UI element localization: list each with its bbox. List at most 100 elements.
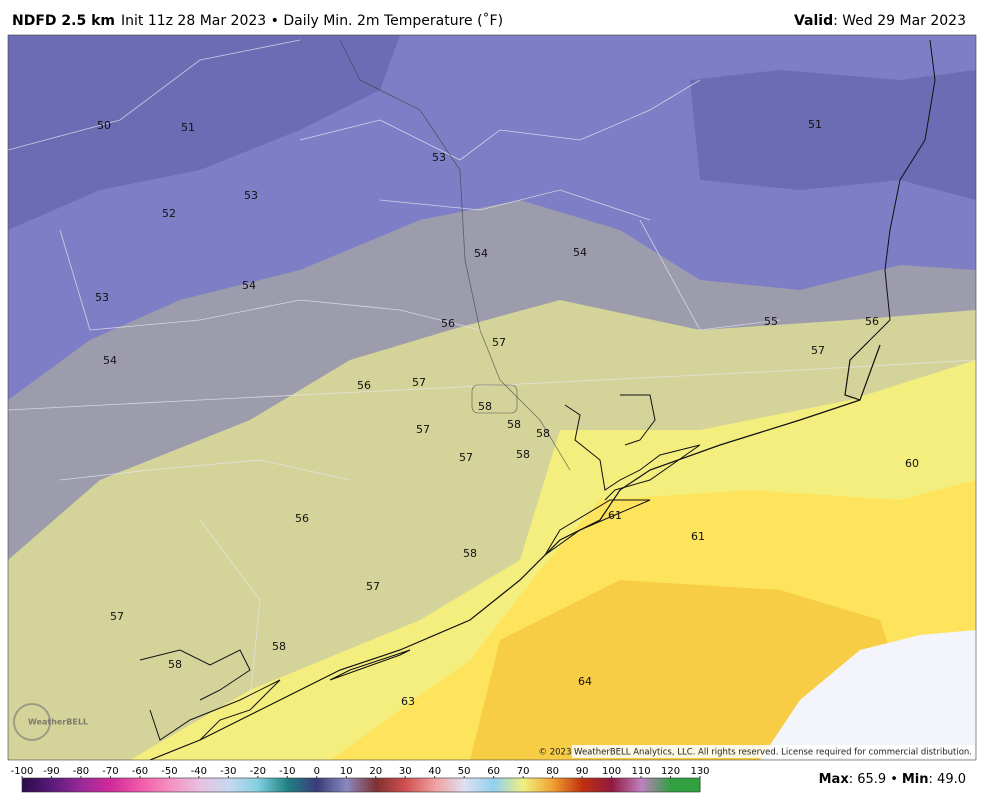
temp-label: 50 xyxy=(97,119,111,132)
temp-label: 60 xyxy=(905,457,919,470)
colorbar-tick-label: 130 xyxy=(690,766,709,777)
colorbar-segment xyxy=(405,778,436,792)
colorbar-segment xyxy=(493,778,524,792)
colorbar-tick-label: -90 xyxy=(43,766,59,777)
colorbar-segment xyxy=(611,778,642,792)
temp-label: 58 xyxy=(272,640,286,653)
temp-label: 57 xyxy=(459,451,473,464)
temp-label: 58 xyxy=(478,400,492,413)
colorbar-tick-label: 120 xyxy=(661,766,680,777)
colorbar-tick-label: 60 xyxy=(487,766,500,777)
max-label: Max xyxy=(819,772,850,787)
colorbar-tick-label: 0 xyxy=(314,766,320,777)
colorbar-segment xyxy=(434,778,465,792)
colorbar-tick-label: -40 xyxy=(191,766,207,777)
temp-label: 53 xyxy=(432,151,446,164)
valid: Valid: Wed 29 Mar 2023 xyxy=(794,13,966,29)
colorbar-tick-label: 30 xyxy=(399,766,412,777)
temp-label: 61 xyxy=(691,530,705,543)
colorbar-segment xyxy=(198,778,229,792)
colorbar-tick-label: -10 xyxy=(279,766,295,777)
colorbar-tick-label: 10 xyxy=(340,766,353,777)
colorbar-segment xyxy=(139,778,170,792)
colorbar-segment xyxy=(552,778,583,792)
colorbar-segment xyxy=(22,778,52,792)
temp-label: 63 xyxy=(401,695,415,708)
logo: WeatherBELL xyxy=(28,718,88,727)
colorbar-tick-label: 70 xyxy=(517,766,530,777)
colorbar-segment xyxy=(316,778,347,792)
temp-label: 54 xyxy=(474,247,488,260)
colorbar-segment xyxy=(287,778,318,792)
min-label: Min xyxy=(902,772,929,787)
temp-label: 57 xyxy=(492,336,506,349)
temp-label: 57 xyxy=(110,610,124,623)
colorbar-tick-label: 80 xyxy=(546,766,559,777)
temp-label: 64 xyxy=(578,675,592,688)
separator: • xyxy=(890,772,898,787)
description: Init 11z 28 Mar 2023 • Daily Min. 2m Tem… xyxy=(121,12,503,29)
colorbar-segment xyxy=(375,778,406,792)
colorbar-tick-label: 20 xyxy=(369,766,382,777)
temp-label: 54 xyxy=(242,279,256,292)
colorbar-tick-label: 110 xyxy=(631,766,650,777)
colorbar-segment xyxy=(641,778,672,792)
colorbar-segment xyxy=(582,778,613,792)
colorbar-tick-label: -50 xyxy=(161,766,177,777)
colorbar-segment xyxy=(670,778,701,792)
temp-label: 56 xyxy=(295,512,309,525)
temp-label: 56 xyxy=(865,315,879,328)
colorbar-tick-label: -60 xyxy=(132,766,148,777)
temp-label: 57 xyxy=(416,423,430,436)
colorbar-segment xyxy=(51,778,82,792)
colorbar-segment xyxy=(523,778,554,792)
colorbar-tick-label: 90 xyxy=(576,766,589,777)
colorbar-tick-label: 100 xyxy=(602,766,621,777)
header-title: NDFD 2.5 km Init 11z 28 Mar 2023 • Daily … xyxy=(12,12,503,29)
map: WeatherBELL 50 51 53 53 52 54 54 54 53 56 57 55 56 57… xyxy=(7,34,977,761)
temp-label: 57 xyxy=(366,580,380,593)
colorbar-segment xyxy=(464,778,495,792)
colorbar: -100 -90 -80 -70 -60 -50 -40 -30 -20 -10 0 10 20 30 40… xyxy=(11,766,710,793)
colorbar-tick-label: 40 xyxy=(428,766,441,777)
colorbar-tick-label: -100 xyxy=(11,766,34,777)
max-value: : 65.9 xyxy=(849,772,886,787)
temp-label: 54 xyxy=(103,354,117,367)
temp-label: 58 xyxy=(516,448,530,461)
colorbar-segment xyxy=(110,778,141,792)
temp-label: 58 xyxy=(463,547,477,560)
temp-label: 61 xyxy=(608,509,622,522)
valid-label: Valid xyxy=(794,13,833,29)
temp-label: 58 xyxy=(507,418,521,431)
temp-label: 51 xyxy=(808,118,822,131)
colorbar-frame xyxy=(21,777,701,793)
temp-label: 58 xyxy=(536,427,550,440)
temp-label: 53 xyxy=(95,291,109,304)
temp-label: 53 xyxy=(244,189,258,202)
colorbar-tick-label: -80 xyxy=(73,766,89,777)
valid-date: : Wed 29 Mar 2023 xyxy=(833,13,966,29)
temp-label: 58 xyxy=(168,658,182,671)
model: NDFD 2.5 km xyxy=(12,13,115,29)
temp-label: 54 xyxy=(573,246,587,259)
colorbar-tick-label: -70 xyxy=(102,766,118,777)
colorbar-tick-label: 50 xyxy=(458,766,471,777)
temp-label: 52 xyxy=(162,207,176,220)
colorbar-segment xyxy=(346,778,377,792)
colorbar-tick-label: -30 xyxy=(220,766,236,777)
min-value: : 49.0 xyxy=(929,772,966,787)
copyright: © 2023 WeatherBELL Analytics, LLC. All r… xyxy=(539,748,972,758)
stats: Max: 65.9 • Min: 49.0 xyxy=(819,772,966,787)
temp-label: 55 xyxy=(764,315,778,328)
colorbar-segment xyxy=(80,778,111,792)
colorbar-segment xyxy=(169,778,200,792)
colorbar-segment xyxy=(228,778,259,792)
temp-label: 56 xyxy=(441,317,455,330)
temp-label: 57 xyxy=(811,344,825,357)
temp-label: 56 xyxy=(357,379,371,392)
temp-label: 57 xyxy=(412,376,426,389)
temp-label: 51 xyxy=(181,121,195,134)
colorbar-segment xyxy=(257,778,288,792)
colorbar-tick-label: -20 xyxy=(250,766,266,777)
